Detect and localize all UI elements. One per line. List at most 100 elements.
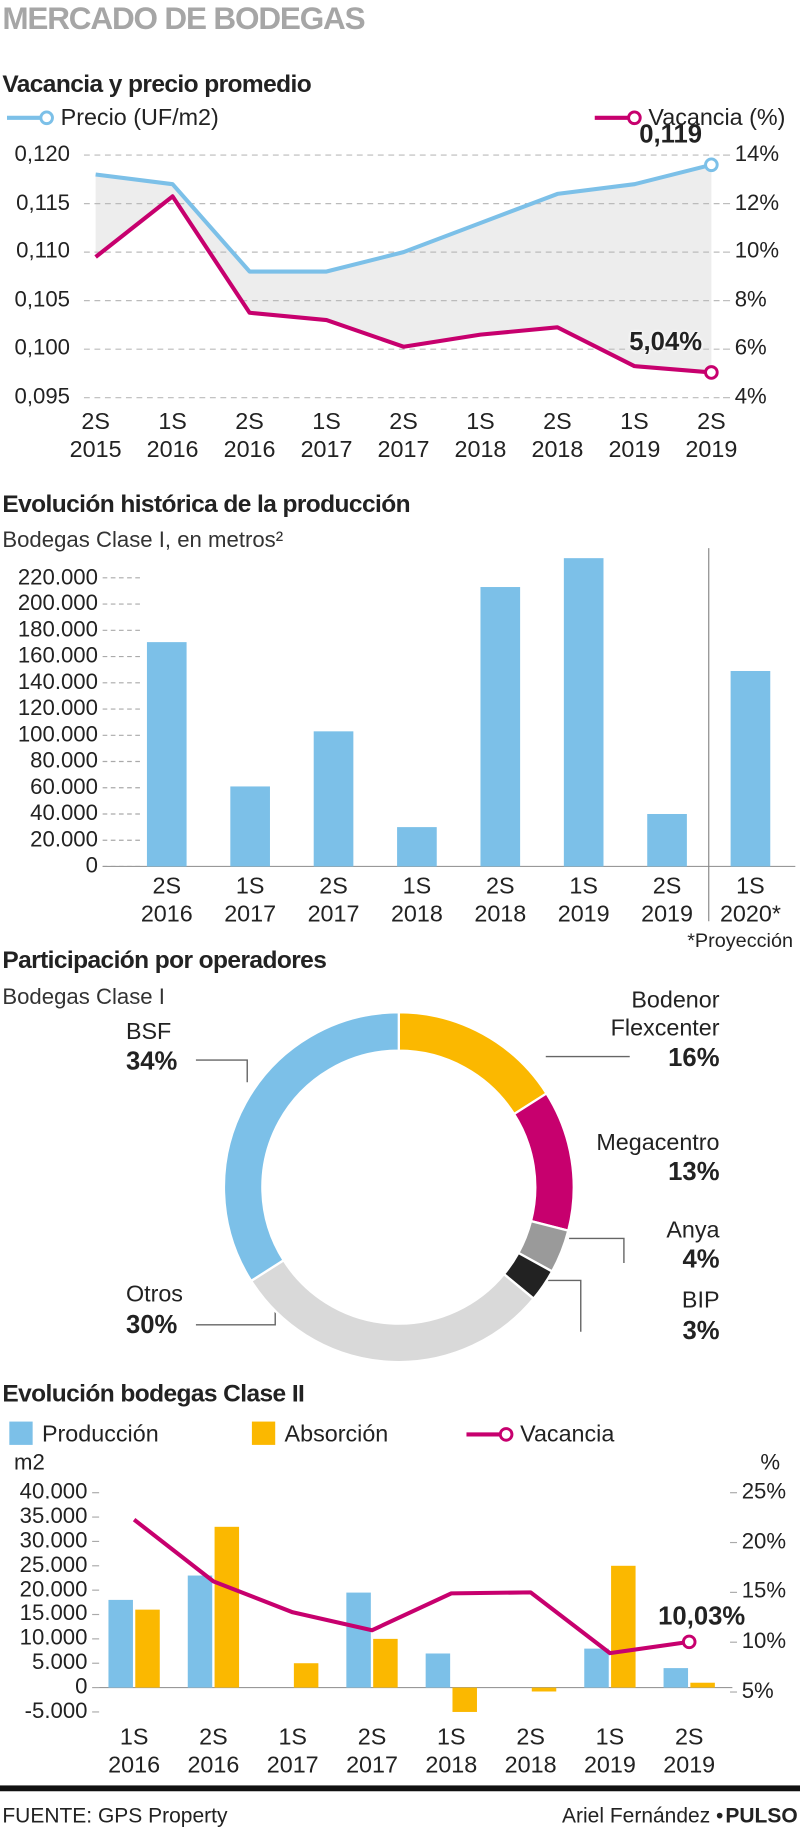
x-tick-label: 1S 2020*: [719, 873, 781, 928]
y-tick-label: 20.000: [19, 1577, 88, 1602]
y-tick-label: 220.000: [17, 565, 98, 590]
chart-subtitle: Bodegas Clase I: [2, 985, 165, 1010]
x-tick-label: 2S 2019: [685, 409, 738, 463]
donut-slice: [249, 1258, 536, 1364]
y-tick-label: 20.000: [30, 827, 98, 852]
y-tick-label: 0,105: [14, 287, 70, 313]
x-tick-label: 2S 2019: [641, 873, 694, 928]
legend-label: Producción: [41, 1421, 159, 1448]
chart-title: Vacancia y precio promedio: [2, 71, 312, 98]
y-tick-label: 35.000: [19, 1504, 88, 1529]
x-tick-label: 1S 2019: [608, 409, 661, 463]
bar: [293, 1663, 319, 1688]
data-line: [132, 1518, 690, 1656]
x-tick-label: 2S 2015: [69, 409, 122, 463]
bar: [135, 1609, 160, 1688]
y-tick-label: 10.000: [19, 1626, 88, 1651]
y2-tick-label: 15%: [741, 1579, 787, 1605]
x-tick-label: 2S 2017: [346, 1724, 398, 1779]
source: FUENTE: GPS Property: [2, 1804, 228, 1828]
data-line: [95, 162, 712, 274]
y-tick-label: 160.000: [17, 643, 98, 669]
x-tick-label: 2S 2018: [504, 1724, 557, 1779]
y2-tick-label: 8%: [734, 287, 767, 313]
y-tick-label: 180.000: [17, 617, 98, 642]
legend-label: Precio (UF/m2): [60, 104, 219, 131]
y-tick-label: 100.000: [17, 722, 98, 747]
brand: PULSO: [725, 1804, 798, 1828]
slice-label: Otros: [125, 1281, 183, 1308]
y2-tick-label: 10%: [741, 1629, 787, 1654]
bar: [187, 1575, 213, 1688]
slice-value: 30%: [125, 1309, 178, 1339]
bar: [647, 813, 687, 867]
bar: [584, 1648, 609, 1688]
y2-tick-label: 20%: [741, 1529, 787, 1555]
slice-value: 13%: [668, 1156, 720, 1187]
x-tick-label: 2S 2017: [377, 409, 430, 463]
x-tick-label: 1S 2018: [454, 409, 507, 463]
y2-axis-label: %: [760, 1450, 781, 1476]
data-line: [94, 194, 712, 375]
legend-marker: [39, 110, 54, 126]
y2-tick-label: 14%: [734, 142, 780, 167]
x-tick-label: 1S 2018: [390, 873, 443, 928]
bar: [452, 1687, 477, 1712]
y-axis-label: m2: [13, 1450, 45, 1476]
footer-rule: [0, 1785, 800, 1792]
x-tick-label: 2S 2017: [307, 873, 360, 928]
x-tick-label: 2S 2016: [187, 1724, 240, 1779]
slice-label: Anya: [666, 1217, 720, 1244]
legend-swatch: [9, 1421, 33, 1445]
bar: [663, 1668, 689, 1688]
data-label: 10,03%: [658, 1601, 746, 1631]
slice-label: Bodenor Flexcenter: [610, 987, 720, 1042]
y-tick-label: 40.000: [30, 801, 98, 826]
x-tick-label: 1S 2019: [557, 873, 610, 928]
slice-value: 4%: [682, 1244, 720, 1274]
bar: [480, 587, 521, 867]
slice-label: Megacentro: [596, 1130, 720, 1156]
legend-marker: [627, 110, 642, 126]
y2-tick-label: 4%: [734, 384, 767, 410]
legend-label: Vacancia (%): [648, 104, 786, 131]
leader-line: [569, 1237, 625, 1263]
footer-bullet: •: [716, 1805, 723, 1828]
bar: [214, 1526, 240, 1688]
bar: [730, 670, 771, 867]
data-label: 0,119: [639, 119, 703, 149]
legend-label: Vacancia: [520, 1421, 615, 1448]
slice-label: BIP: [681, 1287, 720, 1314]
leader-lines: [195, 1055, 630, 1332]
bar: [690, 1682, 715, 1688]
y2-tick-label: 5%: [741, 1679, 774, 1704]
bar: [563, 558, 604, 867]
legend-label: Absorción: [284, 1421, 389, 1448]
y-tick-label: 0: [75, 1674, 88, 1700]
bar: [346, 1592, 371, 1688]
slice-value: 3%: [682, 1315, 720, 1345]
footnote: *Proyección: [687, 929, 794, 952]
y2-tick-label: 12%: [734, 190, 780, 216]
range-band: [95, 164, 712, 373]
end-point: [704, 157, 719, 173]
bar: [531, 1687, 557, 1692]
y-tick-label: 0: [85, 853, 98, 879]
chart-title: Participación por operadores: [2, 946, 327, 974]
y-tick-label: 60.000: [30, 774, 98, 800]
x-tick-label: 2S 2019: [663, 1724, 716, 1779]
y-tick-label: 80.000: [30, 748, 98, 774]
bar: [313, 731, 354, 867]
x-tick-label: 1S 2017: [266, 1724, 319, 1779]
x-tick-label: 1S 2019: [583, 1724, 636, 1779]
y-tick-label: 0,095: [14, 384, 70, 410]
bar: [397, 827, 437, 867]
y-tick-label: 30.000: [19, 1528, 88, 1554]
end-point: [704, 365, 719, 380]
y-tick-label: 0,110: [16, 239, 70, 264]
bar: [108, 1599, 133, 1688]
y-tick-label: 140.000: [17, 669, 98, 695]
y-tick-label: 0,100: [14, 336, 70, 361]
